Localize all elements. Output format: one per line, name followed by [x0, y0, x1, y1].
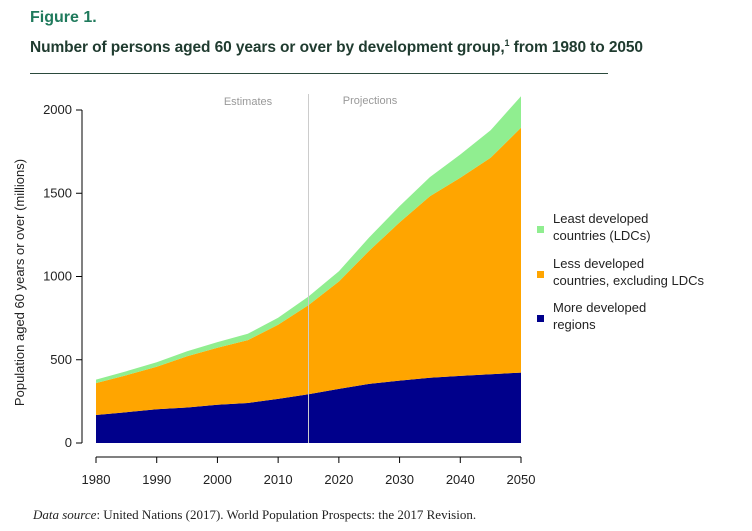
y-tick-label: 2000 [43, 102, 72, 117]
x-tick-label: 2020 [324, 472, 353, 487]
x-tick-label: 2000 [203, 472, 232, 487]
legend-label-line1: Less developed [553, 256, 644, 271]
x-tick-label: 2010 [264, 472, 293, 487]
legend-label-line1: More developed [553, 300, 646, 315]
y-tick-label: 500 [50, 352, 72, 367]
y-axis: 0 500 1000 1500 2000 [43, 102, 83, 450]
data-source-note: Data source: United Nations (2017). Worl… [33, 507, 476, 523]
legend-item-more-developed: More developed regions [537, 300, 646, 332]
legend: Least developed countries (LDCs) Less deve… [537, 211, 705, 332]
legend-item-ldcs: Least developed countries (LDCs) [537, 211, 651, 243]
region-label-estimates: Estimates [224, 96, 273, 108]
figure-label: Figure 1. [30, 9, 97, 26]
title-divider [30, 73, 608, 74]
data-source-text: : United Nations (2017). World Populatio… [96, 507, 477, 522]
y-tick-label: 1500 [43, 185, 72, 200]
x-tick-label: 2050 [507, 472, 536, 487]
data-source-prefix: Data source [33, 507, 97, 522]
x-tick-label: 1990 [142, 472, 171, 487]
legend-label-line2: countries (LDCs) [553, 228, 651, 243]
legend-swatch [537, 315, 544, 322]
legend-item-less-developed: Less developed countries, excluding LDCs [537, 256, 705, 288]
x-tick-label: 2030 [385, 472, 414, 487]
area-less-developed-excl-ldcs [96, 127, 521, 416]
y-tick-label: 0 [65, 435, 72, 450]
x-tick-label: 1980 [82, 472, 111, 487]
x-axis: 1980 1990 2000 2010 2020 2030 2040 2050 [82, 456, 536, 487]
legend-label-line1: Least developed [553, 211, 648, 226]
title-footnote-mark: 1 [504, 38, 510, 48]
y-axis-label: Population aged 60 years or over (millio… [12, 159, 27, 406]
x-tick-label: 2040 [446, 472, 475, 487]
legend-swatch [537, 271, 544, 278]
legend-label-line2: countries, excluding LDCs [553, 273, 705, 288]
figure-title-suffix: from 1980 to 2050 [509, 39, 643, 57]
region-label-projections: Projections [343, 95, 398, 107]
y-tick-label: 1000 [43, 269, 72, 284]
legend-label-line2: regions [553, 317, 596, 332]
legend-swatch [537, 226, 544, 233]
figure-title-text: Number of persons aged 60 years or over … [30, 39, 505, 57]
figure-title: Number of persons aged 60 years or over … [30, 38, 643, 57]
